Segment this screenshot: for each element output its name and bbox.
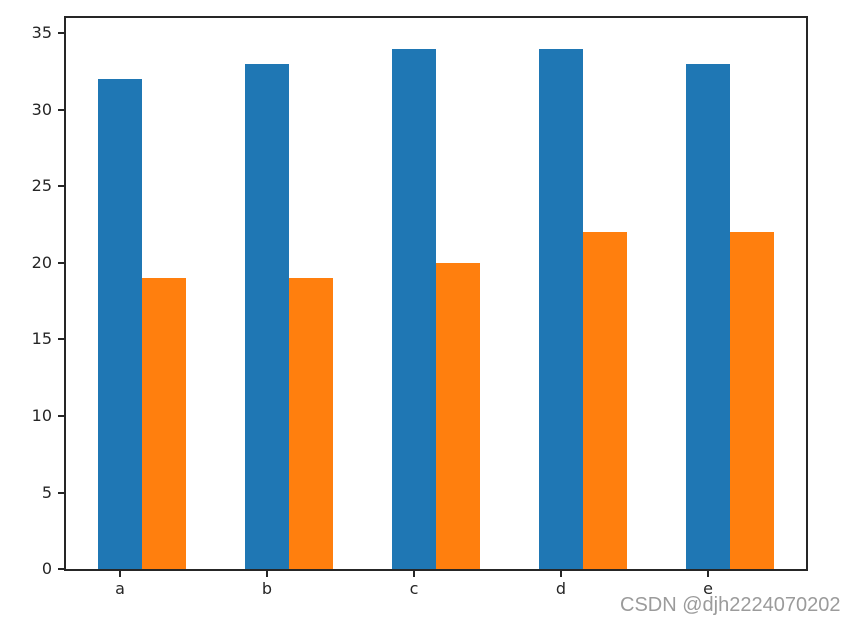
- bar-series-2-orange-e: [730, 232, 774, 569]
- bar-series-2-orange-b: [289, 278, 333, 569]
- x-tick-label-a: a: [115, 579, 125, 598]
- y-tick-mark-5: [58, 491, 64, 494]
- y-tick-mark-0: [58, 568, 64, 570]
- bar-series-1-blue-b: [245, 63, 289, 569]
- x-tick-mark-b: [266, 571, 268, 577]
- y-tick-label-20: 20: [31, 252, 52, 272]
- bar-series-2-orange-c: [436, 262, 480, 569]
- bar-series-1-blue-d: [539, 48, 583, 569]
- bar-series-2-orange-a: [142, 278, 186, 569]
- y-tick-label-35: 35: [31, 23, 52, 43]
- y-tick-mark-35: [58, 32, 64, 35]
- x-tick-mark-e: [707, 571, 709, 577]
- y-tick-mark-10: [58, 414, 64, 417]
- x-tick-label-e: e: [703, 579, 713, 598]
- y-tick-mark-15: [58, 338, 64, 341]
- x-tick-label-d: d: [555, 579, 567, 598]
- watermark-text: CSDN @djh2224070202: [620, 594, 841, 616]
- x-tick-label-b: b: [261, 579, 273, 598]
- y-tick-label-30: 30: [31, 99, 52, 119]
- y-tick-label-0: 0: [41, 559, 52, 578]
- y-tick-mark-20: [58, 261, 64, 264]
- y-tick-label-15: 15: [31, 329, 52, 349]
- bar-series-1-blue-a: [98, 79, 142, 569]
- bar-series-1-blue-e: [686, 63, 730, 569]
- bar-series-1-blue-c: [392, 48, 436, 569]
- x-tick-mark-d: [560, 571, 562, 577]
- y-tick-label-25: 25: [31, 176, 52, 196]
- x-tick-mark-c: [413, 571, 415, 577]
- y-tick-mark-30: [58, 108, 64, 111]
- plot-area: a b c d e 0 5 10 15 20 25 30 35: [32, 16, 808, 597]
- x-tick-mark-a: [119, 571, 121, 577]
- bar-series-2-orange-d: [583, 232, 627, 569]
- x-tick-label-c: c: [409, 579, 419, 598]
- y-tick-label-5: 5: [41, 482, 52, 502]
- y-tick-label-10: 10: [31, 405, 52, 425]
- y-tick-mark-25: [58, 185, 64, 188]
